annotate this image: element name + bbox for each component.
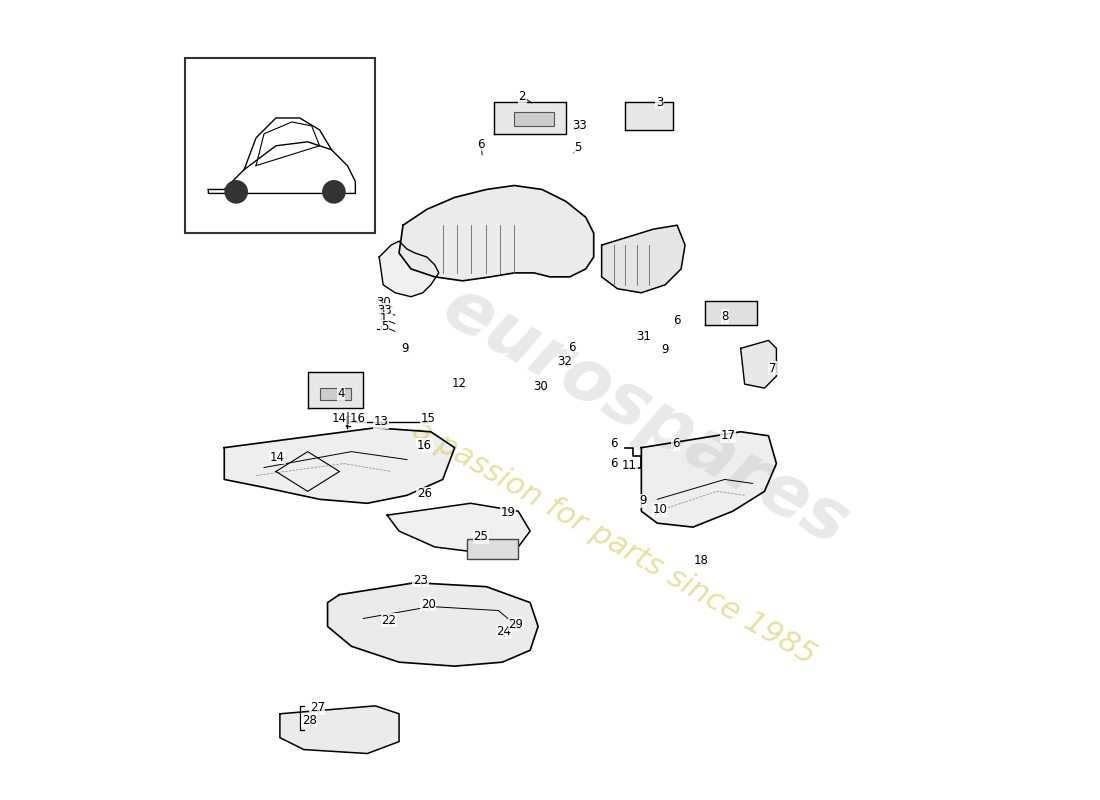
- Polygon shape: [308, 372, 363, 408]
- Text: 30: 30: [376, 296, 390, 309]
- Text: 30: 30: [534, 380, 548, 393]
- Text: 7: 7: [769, 362, 777, 374]
- Text: 14: 14: [270, 450, 285, 464]
- Text: 6: 6: [568, 341, 575, 354]
- Text: 9: 9: [661, 343, 669, 357]
- Text: 6: 6: [609, 437, 617, 450]
- Text: 1: 1: [379, 313, 387, 326]
- Text: eurospares: eurospares: [430, 272, 860, 560]
- Polygon shape: [494, 102, 565, 134]
- Text: 29: 29: [508, 618, 524, 630]
- Text: 19: 19: [500, 506, 516, 519]
- Text: 13: 13: [373, 415, 388, 428]
- Text: 28: 28: [301, 714, 317, 726]
- Text: a passion for parts since 1985: a passion for parts since 1985: [407, 415, 821, 671]
- Text: 18: 18: [693, 554, 708, 567]
- Bar: [320, 388, 351, 400]
- Circle shape: [226, 181, 248, 203]
- Text: 25: 25: [473, 530, 488, 543]
- Text: 32: 32: [557, 355, 572, 368]
- Text: 6: 6: [673, 314, 681, 327]
- Polygon shape: [626, 102, 673, 130]
- Text: 26: 26: [417, 487, 432, 500]
- Text: 22: 22: [382, 614, 396, 626]
- Text: 5: 5: [574, 141, 582, 154]
- Text: 6: 6: [477, 138, 485, 150]
- Text: 2: 2: [518, 90, 526, 103]
- Text: 20: 20: [421, 598, 436, 610]
- Polygon shape: [328, 582, 538, 666]
- Text: 6: 6: [672, 437, 680, 450]
- Text: 16: 16: [417, 438, 432, 452]
- Text: 23: 23: [414, 574, 428, 587]
- Text: 8: 8: [722, 310, 728, 323]
- FancyArrowPatch shape: [477, 541, 499, 554]
- Polygon shape: [705, 301, 757, 325]
- Text: 6: 6: [609, 457, 617, 470]
- Text: 31: 31: [636, 330, 651, 343]
- Bar: [466, 539, 518, 559]
- Text: 9: 9: [639, 494, 647, 507]
- Text: 3: 3: [656, 95, 663, 109]
- Text: 12: 12: [452, 377, 466, 390]
- Bar: [515, 112, 554, 126]
- Text: 24: 24: [496, 626, 512, 638]
- Text: 11: 11: [621, 458, 637, 472]
- Text: 14|16: 14|16: [332, 412, 366, 425]
- Text: 27: 27: [310, 701, 324, 714]
- Text: 33: 33: [572, 119, 586, 133]
- Text: 15: 15: [421, 412, 436, 425]
- Polygon shape: [602, 226, 685, 293]
- Text: 10: 10: [652, 503, 667, 516]
- Polygon shape: [379, 241, 439, 297]
- Circle shape: [322, 181, 345, 203]
- Polygon shape: [279, 706, 399, 754]
- FancyBboxPatch shape: [185, 58, 375, 233]
- Polygon shape: [740, 341, 777, 388]
- Text: 5: 5: [381, 321, 388, 334]
- Text: 4: 4: [338, 387, 344, 400]
- Polygon shape: [641, 432, 777, 527]
- Polygon shape: [387, 503, 530, 555]
- Polygon shape: [224, 428, 454, 503]
- Text: 9: 9: [402, 342, 409, 355]
- Polygon shape: [399, 186, 594, 281]
- Text: 17: 17: [720, 430, 736, 442]
- Text: 33: 33: [377, 304, 392, 317]
